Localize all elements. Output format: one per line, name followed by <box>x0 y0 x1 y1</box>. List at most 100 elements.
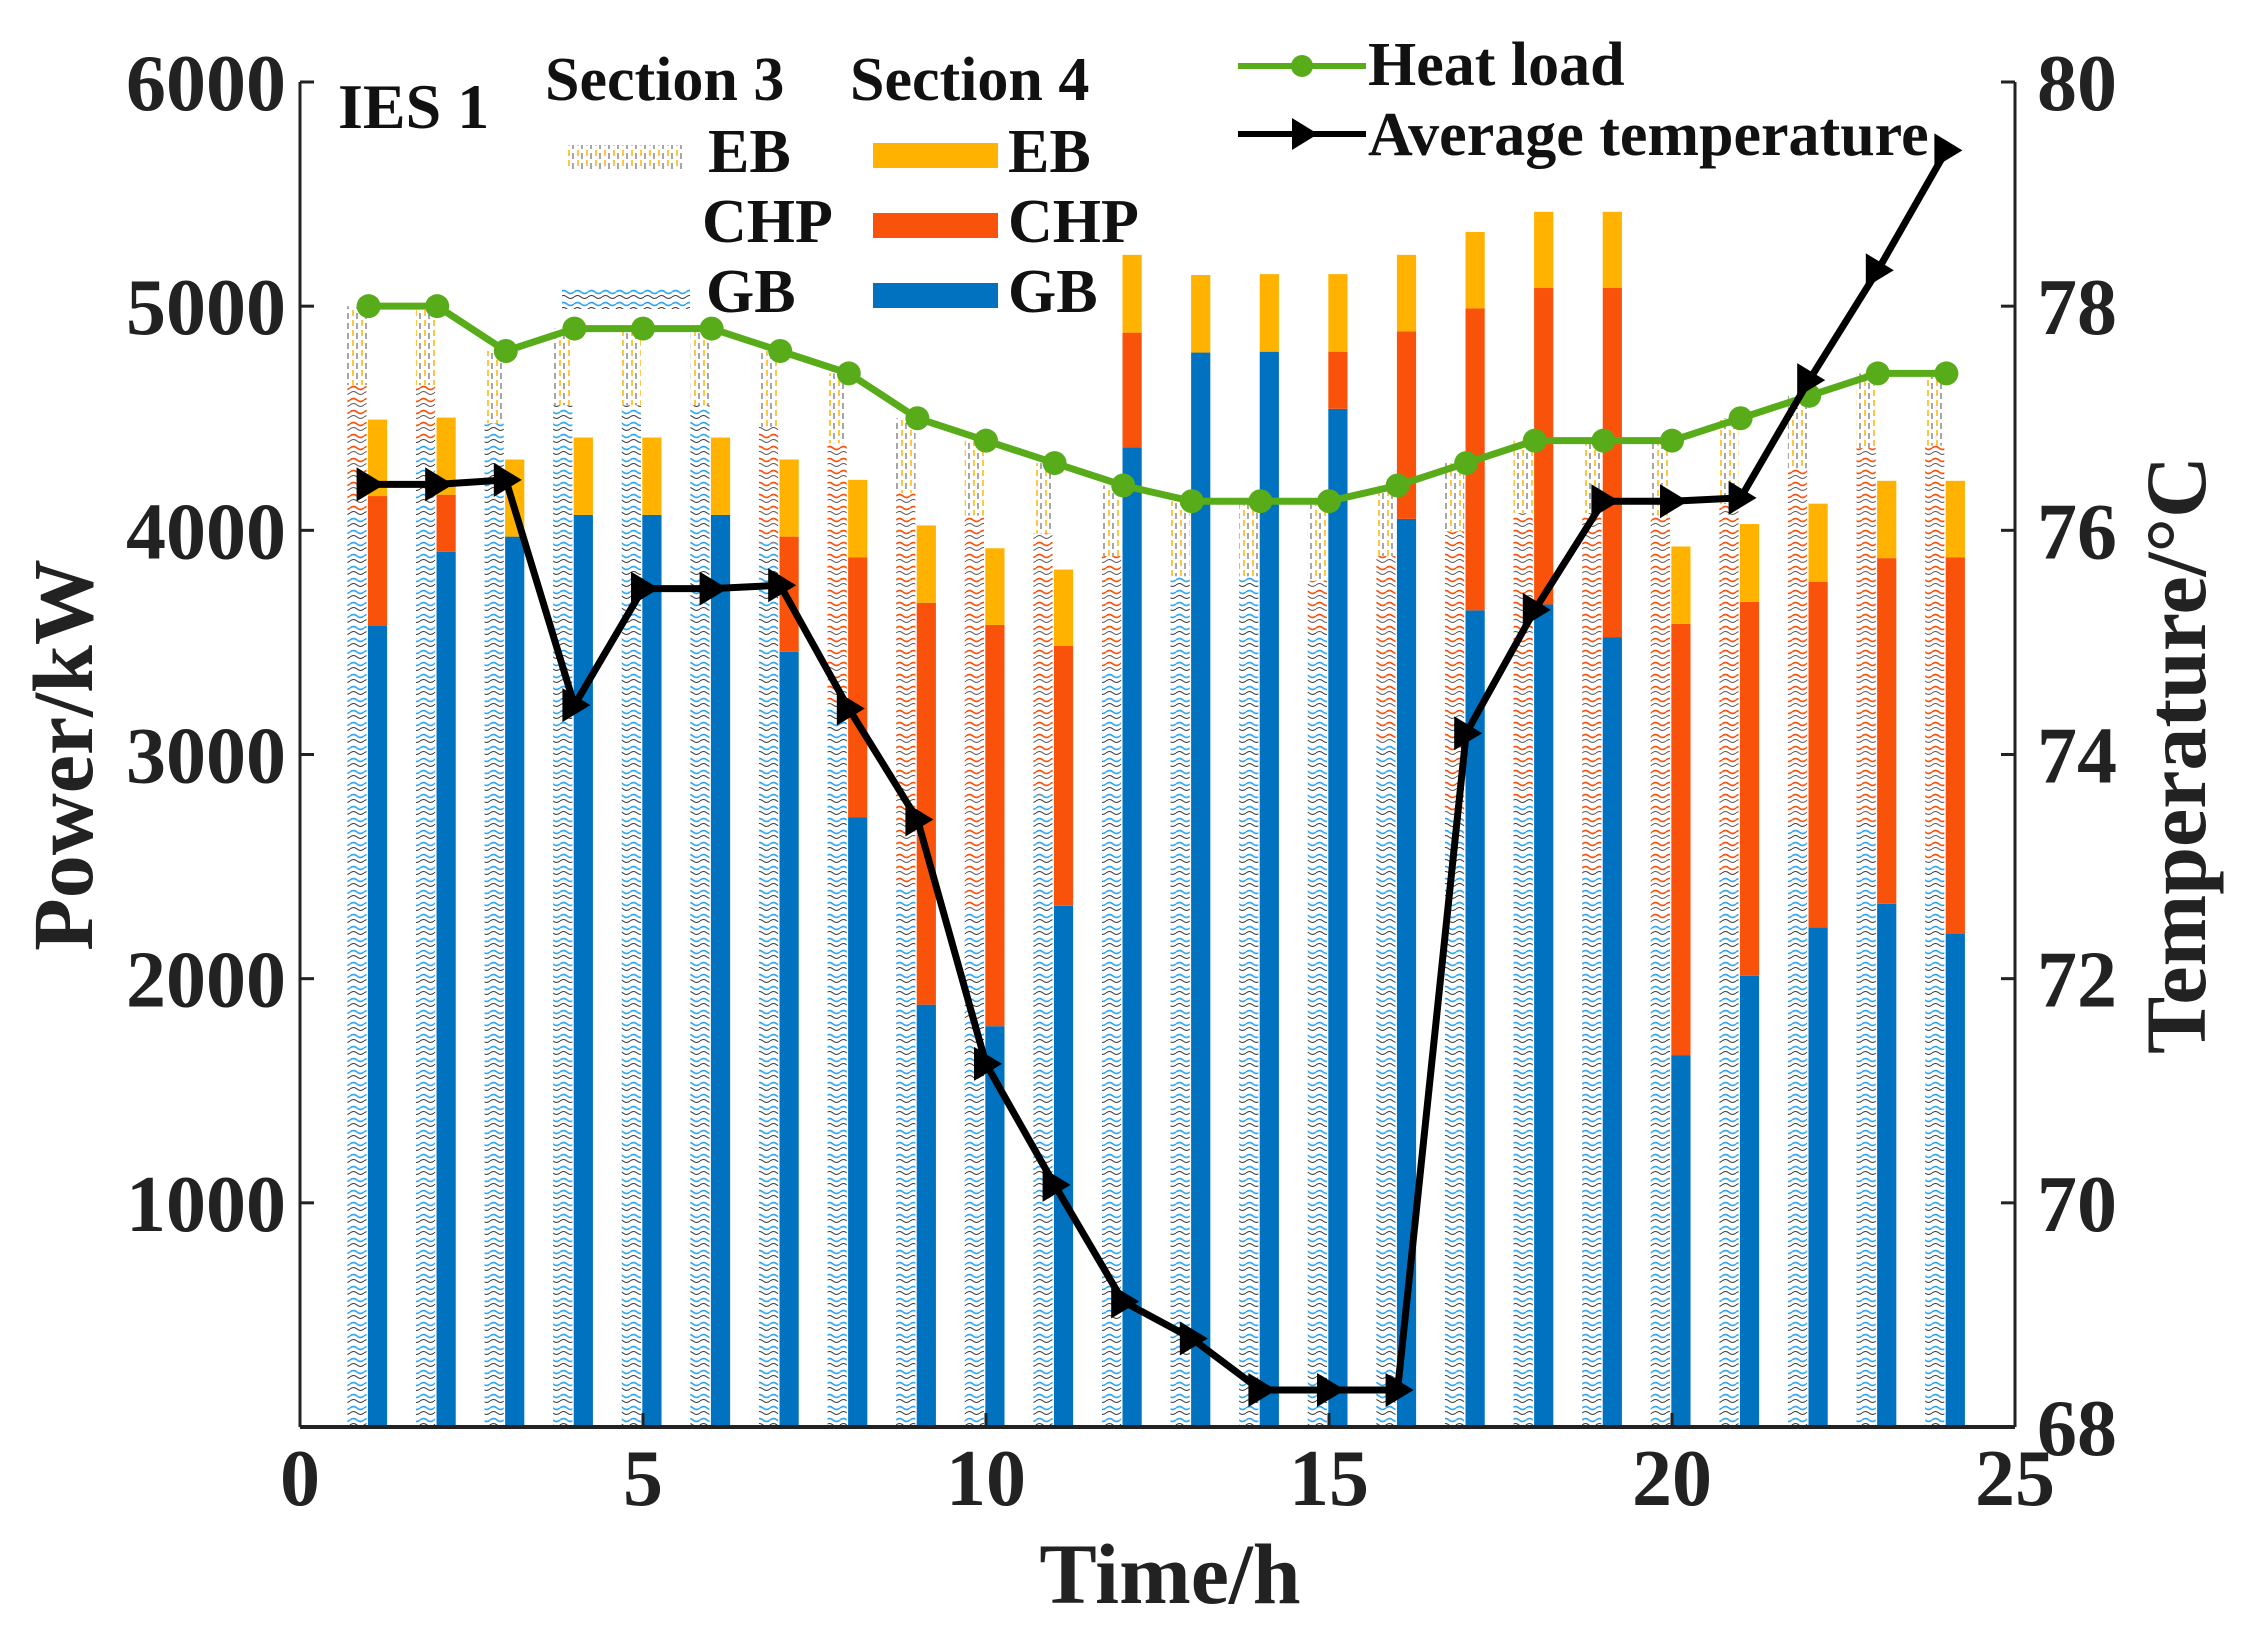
section4-chp-bar <box>1945 557 1965 934</box>
section4-eb-bar <box>573 437 593 515</box>
section4-gb-bar <box>1534 604 1554 1427</box>
section4-gb-bar <box>710 514 731 1427</box>
section4-chp-bar <box>1602 288 1622 638</box>
section4-gb-bar <box>642 514 662 1427</box>
section3-eb-bar <box>484 351 504 424</box>
section3-gb-bar <box>1170 576 1190 1427</box>
section3-gb-bar <box>690 405 710 1428</box>
section3-chp-bar <box>1650 515 1670 926</box>
section4-chp-bar <box>1328 351 1348 409</box>
avg-temperature-point <box>1660 484 1688 519</box>
section3-gb-bar <box>1513 799 1533 1427</box>
y2-tick-label: 80 <box>2037 40 2117 128</box>
avg-temperature-point <box>974 1046 1002 1081</box>
axes: 1000 2000 3000 4000 5000 6000 68 70 72 74 76 78 80 0 5… <box>126 40 2117 1523</box>
avg-temperature-point <box>1042 1167 1071 1202</box>
legend-swatch-s4-gb <box>873 283 998 308</box>
heat-load-point <box>631 316 655 341</box>
legend-s4-chp-label: CHP <box>1008 188 1139 256</box>
section4-eb-bar <box>985 548 1005 625</box>
avg-temperature-point <box>1522 592 1551 627</box>
y2-tick-label: 72 <box>2037 937 2117 1025</box>
section3-chp-bar <box>1101 555 1122 673</box>
y2-tick-label: 68 <box>2037 1385 2117 1473</box>
section4-gb-bar <box>1739 975 1760 1427</box>
section4-gb-bar <box>1396 518 1417 1427</box>
section3-chp-bar <box>1856 448 1876 822</box>
x-tick-label: 25 <box>1975 1435 2055 1523</box>
section4-eb-bar <box>1396 254 1417 332</box>
avg-temperature-point <box>1111 1284 1140 1319</box>
y-tick-label: 4000 <box>126 488 286 576</box>
section4-gb-bar <box>573 514 593 1427</box>
section4-gb-bar <box>1259 351 1279 1427</box>
section4-eb-bar <box>436 417 456 495</box>
legend-avg-temp-label: Average temperature <box>1368 101 1929 169</box>
section3-chp-bar <box>1787 468 1808 822</box>
heat-load-point <box>1111 473 1136 498</box>
section3-gb-bar <box>896 884 916 1427</box>
avg-temperature-point <box>1797 363 1826 398</box>
y2-axis-label: Temperature/°C <box>2128 456 2224 1054</box>
legend-s3-eb-label: EB <box>708 118 791 186</box>
section3-eb-bar <box>1170 501 1190 577</box>
section4-eb-bar <box>1671 546 1691 624</box>
section4-eb-bar <box>1465 231 1485 309</box>
y-tick-label: 2000 <box>126 937 286 1025</box>
section3-eb-bar <box>896 418 916 493</box>
section4-eb-bar <box>1945 480 1965 558</box>
section3-chp-bar <box>1925 445 1945 863</box>
avg-temperature-point <box>1317 1373 1345 1408</box>
legend-s4-eb-label: EB <box>1008 118 1091 186</box>
section3-gb-bar <box>1856 821 1876 1427</box>
legend-s3-gb-label: GB <box>706 258 796 326</box>
heat-load-point <box>1934 361 1959 386</box>
x-axis-label: Time/h <box>1039 1526 1300 1622</box>
section3-eb-bar <box>827 373 847 444</box>
heat-load-point <box>699 316 724 341</box>
heat-load-point <box>1454 451 1479 476</box>
section3-eb-bar <box>964 440 984 516</box>
section3-gb-bar <box>827 704 847 1427</box>
legend-section4-title: Section 4 <box>850 46 1089 114</box>
chart-title: IES 1 <box>338 71 489 142</box>
section4-gb-bar <box>985 1026 1005 1427</box>
section4-chp-bar <box>1808 581 1828 928</box>
heat-load-point <box>562 316 587 341</box>
section3-gb-bar <box>1444 817 1465 1427</box>
section4-eb-bar <box>1259 274 1279 352</box>
section4-gb-bar <box>779 651 799 1427</box>
section4-gb-bar <box>367 625 388 1427</box>
legend-s3-chp-label: CHP <box>702 188 833 256</box>
heat-load-point <box>974 428 998 453</box>
section3-gb-bar <box>621 405 641 1428</box>
avg-temperature-point <box>1934 133 1963 168</box>
section4-eb-bar <box>1053 569 1074 647</box>
avg-temperature-point <box>699 571 728 606</box>
section4-chp-bar <box>1877 558 1897 904</box>
section3-gb-bar <box>484 423 504 1428</box>
avg-temperature-point <box>1179 1321 1208 1356</box>
x-tick-label: 5 <box>623 1435 663 1523</box>
section4-chp-bar <box>1739 601 1760 976</box>
heat-load-point <box>836 361 861 386</box>
legend-section3-title: Section 3 <box>545 46 784 114</box>
y2-tick-label: 74 <box>2037 713 2117 801</box>
section4-eb-bar <box>367 419 388 497</box>
section4-gb-bar <box>1671 1055 1691 1427</box>
avg-temperature-point <box>631 571 659 606</box>
section4-eb-bar <box>1877 480 1897 559</box>
section3-eb-bar <box>1444 463 1465 532</box>
section4-chp-bar <box>1396 331 1417 519</box>
section3-eb-bar <box>1376 485 1396 556</box>
section3-gb-bar <box>1925 862 1945 1427</box>
section3-gb-bar <box>1239 576 1259 1427</box>
section4-chp-bar <box>1122 332 1142 448</box>
avg-temperature-point <box>1728 480 1757 515</box>
section3-eb-bar <box>621 328 641 406</box>
section3-eb-bar <box>1033 463 1053 534</box>
section4-eb-bar <box>1122 254 1142 333</box>
avg-temperature-point <box>1591 484 1620 519</box>
section4-chp-bar <box>1053 646 1074 906</box>
